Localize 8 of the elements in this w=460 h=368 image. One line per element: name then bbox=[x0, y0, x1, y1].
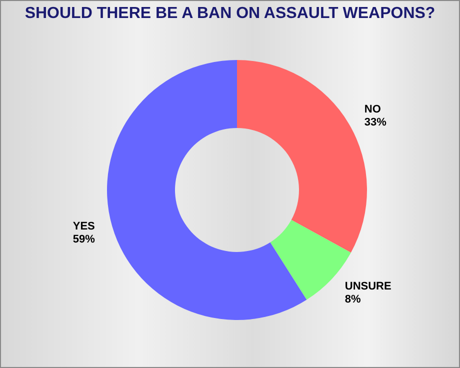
slice-label: YES bbox=[72, 220, 95, 232]
donut-slice bbox=[107, 60, 307, 320]
data-label: 33% bbox=[364, 116, 387, 129]
data-label: 59% bbox=[72, 233, 96, 246]
slice-label: NO bbox=[364, 104, 382, 116]
slice-label: UNSURE bbox=[344, 280, 392, 292]
chart-title: SHOULD THERE BE A BAN ON ASSAULT WEAPONS? bbox=[24, 4, 436, 24]
data-label: 8% bbox=[344, 293, 362, 306]
